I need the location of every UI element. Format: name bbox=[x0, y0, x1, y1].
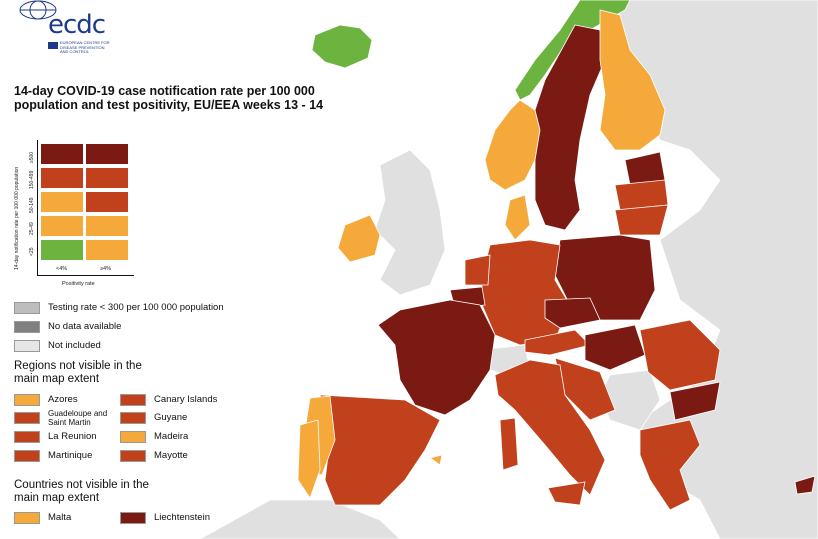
germany bbox=[479, 239, 571, 346]
france bbox=[377, 299, 496, 416]
matrix-x-axis-title: Positivity rate bbox=[62, 281, 95, 287]
mayotte-swatch bbox=[120, 450, 146, 462]
czechia bbox=[544, 297, 601, 329]
bulgaria bbox=[669, 381, 721, 421]
greece bbox=[639, 419, 701, 511]
ireland bbox=[337, 214, 381, 263]
azores-label: Azores bbox=[48, 394, 78, 405]
matrix-y-axis-title: 14-day notification rate per 100 000 pop… bbox=[14, 166, 20, 270]
sicily bbox=[547, 481, 586, 506]
matrix-cell bbox=[85, 167, 129, 189]
sardinia bbox=[499, 417, 519, 471]
azores-swatch bbox=[14, 394, 40, 406]
iceland bbox=[311, 24, 373, 69]
y-label-0: ≥500 bbox=[29, 151, 35, 163]
x-label-1: ≥4% bbox=[100, 266, 111, 272]
matrix-cell bbox=[40, 167, 84, 189]
martinique-swatch bbox=[14, 450, 40, 462]
testing-rate-swatch bbox=[14, 302, 40, 314]
malta-label: Malta bbox=[48, 512, 72, 523]
mayotte-label: Mayotte bbox=[154, 450, 188, 461]
not-included-label: Not included bbox=[48, 340, 101, 351]
sweden bbox=[534, 24, 606, 231]
balearic bbox=[429, 454, 443, 466]
logo-subtitle: EUROPEAN CENTRE FOR DISEASE PREVENTION A… bbox=[60, 40, 110, 54]
matrix-cell bbox=[40, 143, 84, 165]
austria bbox=[524, 329, 591, 356]
y-label-2: 50-149 bbox=[29, 197, 35, 213]
guadeloupe-label: Guadeloupe and Saint Martin bbox=[48, 409, 108, 427]
matrix-cell bbox=[40, 239, 84, 261]
portugal bbox=[297, 419, 321, 499]
guadeloupe-swatch bbox=[14, 412, 40, 424]
denmark bbox=[504, 194, 531, 241]
matrix-cell bbox=[85, 215, 129, 237]
guyane-swatch bbox=[120, 412, 146, 424]
y-label-1: 150-499 bbox=[29, 170, 35, 189]
lithuania bbox=[614, 204, 669, 236]
ecdc-logo: ecdc EUROPEAN CENTRE FOR DISEASE PREVENT… bbox=[14, 0, 110, 55]
madeira-swatch bbox=[120, 431, 146, 443]
matrix-cell bbox=[40, 215, 84, 237]
logo-text: ecdc bbox=[48, 10, 106, 40]
norway bbox=[514, 0, 631, 101]
matrix-cell bbox=[85, 143, 129, 165]
la-reunion-label: La Reunion bbox=[48, 431, 97, 442]
countries-heading: Countries not visible in the main map ex… bbox=[14, 479, 149, 504]
italy bbox=[494, 359, 606, 496]
matrix-cell bbox=[85, 239, 129, 261]
spain bbox=[319, 394, 441, 506]
map-title: 14-day COVID-19 case notification rate p… bbox=[14, 84, 324, 112]
malta-swatch bbox=[14, 512, 40, 524]
matrix-cell bbox=[85, 191, 129, 213]
cyprus bbox=[794, 475, 816, 495]
hungary bbox=[584, 324, 646, 371]
canary-islands-label: Canary Islands bbox=[154, 394, 218, 405]
eu-flag-icon bbox=[48, 42, 58, 49]
finland bbox=[599, 9, 666, 151]
y-axis-line bbox=[37, 140, 38, 275]
estonia bbox=[624, 151, 666, 186]
netherlands bbox=[464, 254, 491, 286]
x-label-0: <4% bbox=[56, 266, 68, 272]
testing-rate-label: Testing rate < 300 per 100 000 populatio… bbox=[48, 302, 224, 313]
y-label-4: <25 bbox=[29, 247, 35, 256]
martinique-label: Martinique bbox=[48, 450, 93, 461]
liechtenstein-swatch bbox=[120, 512, 146, 524]
regions-heading: Regions not visible in the main map exte… bbox=[14, 360, 142, 385]
canary-islands-swatch bbox=[120, 394, 146, 406]
la-reunion-swatch bbox=[14, 431, 40, 443]
norway-south bbox=[484, 99, 541, 191]
liechtenstein-label: Liechtenstein bbox=[154, 512, 210, 523]
no-data-swatch bbox=[14, 321, 40, 333]
romania bbox=[639, 319, 721, 391]
madeira-label: Madeira bbox=[154, 431, 189, 442]
no-data-label: No data available bbox=[48, 321, 122, 332]
globe-icon bbox=[19, 0, 57, 20]
x-axis-line bbox=[37, 275, 134, 276]
not-included-land bbox=[199, 0, 818, 539]
y-label-3: 25-49 bbox=[29, 222, 35, 235]
not-included-swatch bbox=[14, 340, 40, 352]
guyane-label: Guyane bbox=[154, 412, 188, 423]
matrix-cell bbox=[40, 191, 84, 213]
